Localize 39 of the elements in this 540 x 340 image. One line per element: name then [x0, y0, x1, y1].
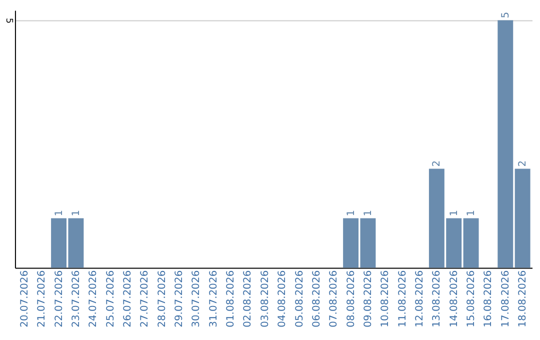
data-label: 1 [362, 210, 374, 216]
x-tick-label: 04.08.2026 [277, 270, 288, 328]
x-tick-label: 06.08.2026 [311, 270, 322, 328]
x-tick-label: 17.08.2026 [500, 270, 512, 328]
data-label: 2 [432, 160, 443, 167]
data-label: 1 [54, 210, 65, 216]
x-tick-label: 13.08.2026 [432, 270, 443, 328]
x-tick-label: 09.08.2026 [362, 270, 374, 328]
x-tick-label: 14.08.2026 [448, 270, 460, 328]
x-tick-label: 12.08.2026 [414, 270, 426, 328]
x-tick-label: 02.08.2026 [242, 270, 254, 328]
x-tick-label: 05.08.2026 [294, 270, 306, 328]
x-tick-label: 15.08.2026 [466, 270, 478, 328]
x-tick-label: 29.07.2026 [174, 270, 186, 328]
x-tick-label: 22.07.2026 [54, 270, 65, 328]
x-tick-label: 23.07.2026 [70, 270, 82, 328]
x-tick-label: 21.07.2026 [36, 270, 48, 328]
x-tick-label: 01.08.2026 [226, 270, 237, 328]
x-tick-label: 03.08.2026 [260, 270, 271, 328]
data-label: 2 [518, 160, 529, 167]
x-tick-label: 08.08.2026 [346, 270, 357, 328]
data-label: 1 [466, 210, 478, 216]
x-tick-label: 16.08.2026 [483, 270, 494, 328]
data-label: 1 [346, 210, 357, 216]
x-tick-label: 11.08.2026 [397, 270, 408, 328]
data-label: 1 [70, 210, 82, 216]
x-tick-label: 30.07.2026 [191, 270, 202, 328]
data-label: 1 [448, 210, 460, 216]
x-tick-label: 20.07.2026 [19, 270, 30, 328]
x-tick-label: 26.07.2026 [122, 270, 134, 328]
x-tick-label: 31.07.2026 [208, 270, 220, 328]
x-tick-label: 18.08.2026 [518, 270, 529, 328]
x-tick-label: 24.07.2026 [88, 270, 100, 328]
x-tick-label: 27.07.2026 [140, 270, 151, 328]
x-tick-label: 25.07.2026 [105, 270, 116, 328]
x-tick-label: 07.08.2026 [328, 270, 340, 328]
x-tick-label: 28.07.2026 [156, 270, 168, 328]
data-label: 5 [500, 12, 512, 18]
x-tick-label: 10.08.2026 [380, 270, 392, 328]
